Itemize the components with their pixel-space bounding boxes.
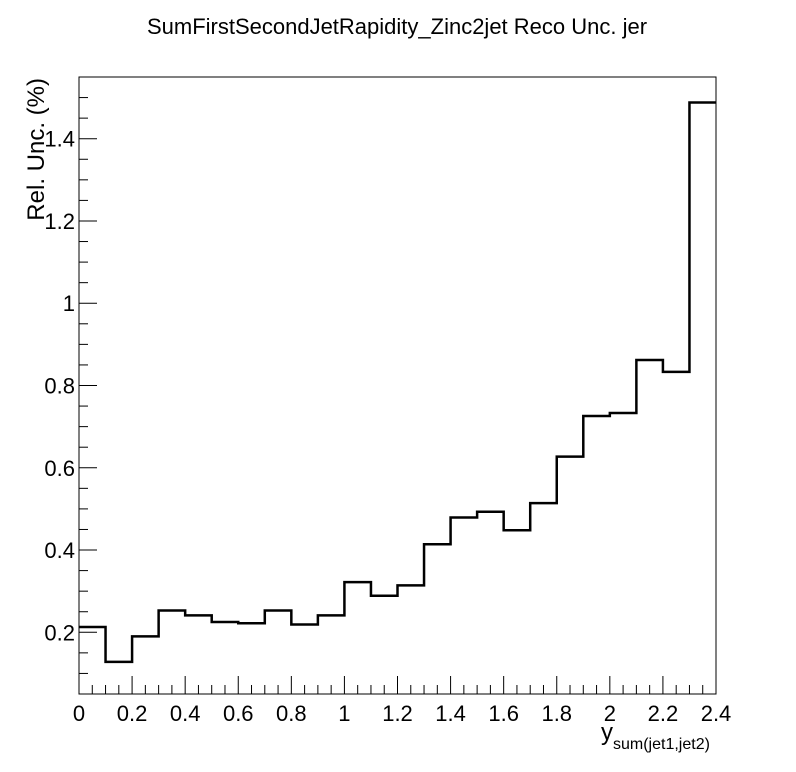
x-tick-label: 1.4 bbox=[435, 701, 466, 726]
y-tick-label: 1.2 bbox=[44, 209, 75, 234]
x-tick-label: 1.8 bbox=[541, 701, 572, 726]
y-axis-label: Rel. Unc. (%) bbox=[23, 78, 50, 221]
x-tick-label: 0.8 bbox=[276, 701, 307, 726]
x-tick-label: 0.6 bbox=[223, 701, 254, 726]
x-tick-label: 1.2 bbox=[382, 701, 413, 726]
x-tick-label: 0.4 bbox=[170, 701, 201, 726]
x-axis-label-main: y bbox=[601, 719, 613, 746]
chart-title: SumFirstSecondJetRapidity_Zinc2jet Reco … bbox=[147, 14, 647, 39]
y-tick-label: 0.4 bbox=[44, 538, 75, 563]
x-tick-label: 1 bbox=[338, 701, 350, 726]
y-tick-label: 0.6 bbox=[44, 456, 75, 481]
x-tick-label: 2 bbox=[604, 701, 616, 726]
x-tick-labels: 0 0.2 0.4 0.6 0.8 1 1.2 1.4 1.6 1.8 2 2.2 2.4 bbox=[73, 701, 731, 726]
y-tick-labels: 0.2 0.4 0.6 0.8 1 1.2 1.4 bbox=[44, 127, 75, 646]
y-tick-label: 1 bbox=[63, 291, 75, 316]
x-axis-label-subscript: sum(jet1,jet2) bbox=[613, 736, 710, 753]
x-tick-label: 0 bbox=[73, 701, 85, 726]
plot-frame bbox=[78, 76, 717, 695]
histogram-step-line bbox=[79, 101, 716, 664]
x-tick-label: 1.6 bbox=[488, 701, 519, 726]
x-tick-label: 2.4 bbox=[701, 701, 732, 726]
y-tick-label: 1.4 bbox=[44, 127, 75, 152]
y-tick-label: 0.2 bbox=[44, 620, 75, 645]
axis-ticks bbox=[78, 76, 717, 695]
y-tick-label: 0.8 bbox=[44, 374, 75, 399]
x-tick-label: 0.2 bbox=[117, 701, 148, 726]
x-tick-label: 2.2 bbox=[648, 701, 679, 726]
x-axis-label: ysum(jet1,jet2) bbox=[601, 719, 710, 753]
